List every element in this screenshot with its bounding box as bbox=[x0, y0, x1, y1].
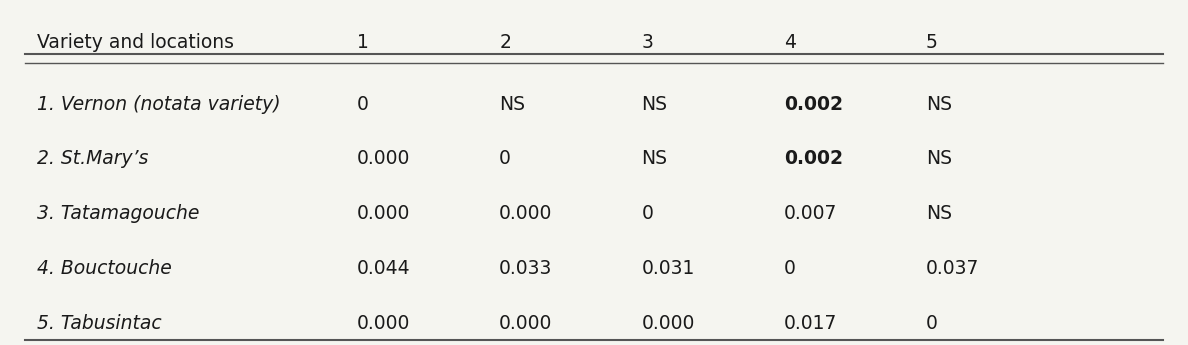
Text: 3: 3 bbox=[642, 33, 653, 52]
Text: 0: 0 bbox=[925, 314, 937, 333]
Text: 0: 0 bbox=[499, 149, 511, 168]
Text: Variety and locations: Variety and locations bbox=[37, 33, 234, 52]
Text: NS: NS bbox=[642, 95, 668, 114]
Text: NS: NS bbox=[925, 149, 952, 168]
Text: 0.037: 0.037 bbox=[925, 259, 979, 278]
Text: 4: 4 bbox=[784, 33, 796, 52]
Text: 4. Bouctouche: 4. Bouctouche bbox=[37, 259, 172, 278]
Text: 1. Vernon (notata variety): 1. Vernon (notata variety) bbox=[37, 95, 280, 114]
Text: 0.000: 0.000 bbox=[356, 314, 410, 333]
Text: 0.017: 0.017 bbox=[784, 314, 838, 333]
Text: 0.033: 0.033 bbox=[499, 259, 552, 278]
Text: 5. Tabusintac: 5. Tabusintac bbox=[37, 314, 162, 333]
Text: 0.002: 0.002 bbox=[784, 149, 842, 168]
Text: 1: 1 bbox=[356, 33, 368, 52]
Text: NS: NS bbox=[925, 204, 952, 223]
Text: NS: NS bbox=[642, 149, 668, 168]
Text: 5: 5 bbox=[925, 33, 937, 52]
Text: 0.044: 0.044 bbox=[356, 259, 411, 278]
Text: 0.000: 0.000 bbox=[642, 314, 695, 333]
Text: 0.000: 0.000 bbox=[499, 204, 552, 223]
Text: 0.002: 0.002 bbox=[784, 95, 842, 114]
Text: 2. St.Mary’s: 2. St.Mary’s bbox=[37, 149, 148, 168]
Text: 0.000: 0.000 bbox=[499, 314, 552, 333]
Text: 3. Tatamagouche: 3. Tatamagouche bbox=[37, 204, 200, 223]
Text: 0.031: 0.031 bbox=[642, 259, 695, 278]
Text: NS: NS bbox=[499, 95, 525, 114]
Text: 0: 0 bbox=[784, 259, 796, 278]
Text: 0.000: 0.000 bbox=[356, 204, 410, 223]
Text: 0: 0 bbox=[356, 95, 368, 114]
Text: 0: 0 bbox=[642, 204, 653, 223]
Text: 0.007: 0.007 bbox=[784, 204, 838, 223]
Text: 0.000: 0.000 bbox=[356, 149, 410, 168]
Text: 2: 2 bbox=[499, 33, 511, 52]
Text: NS: NS bbox=[925, 95, 952, 114]
